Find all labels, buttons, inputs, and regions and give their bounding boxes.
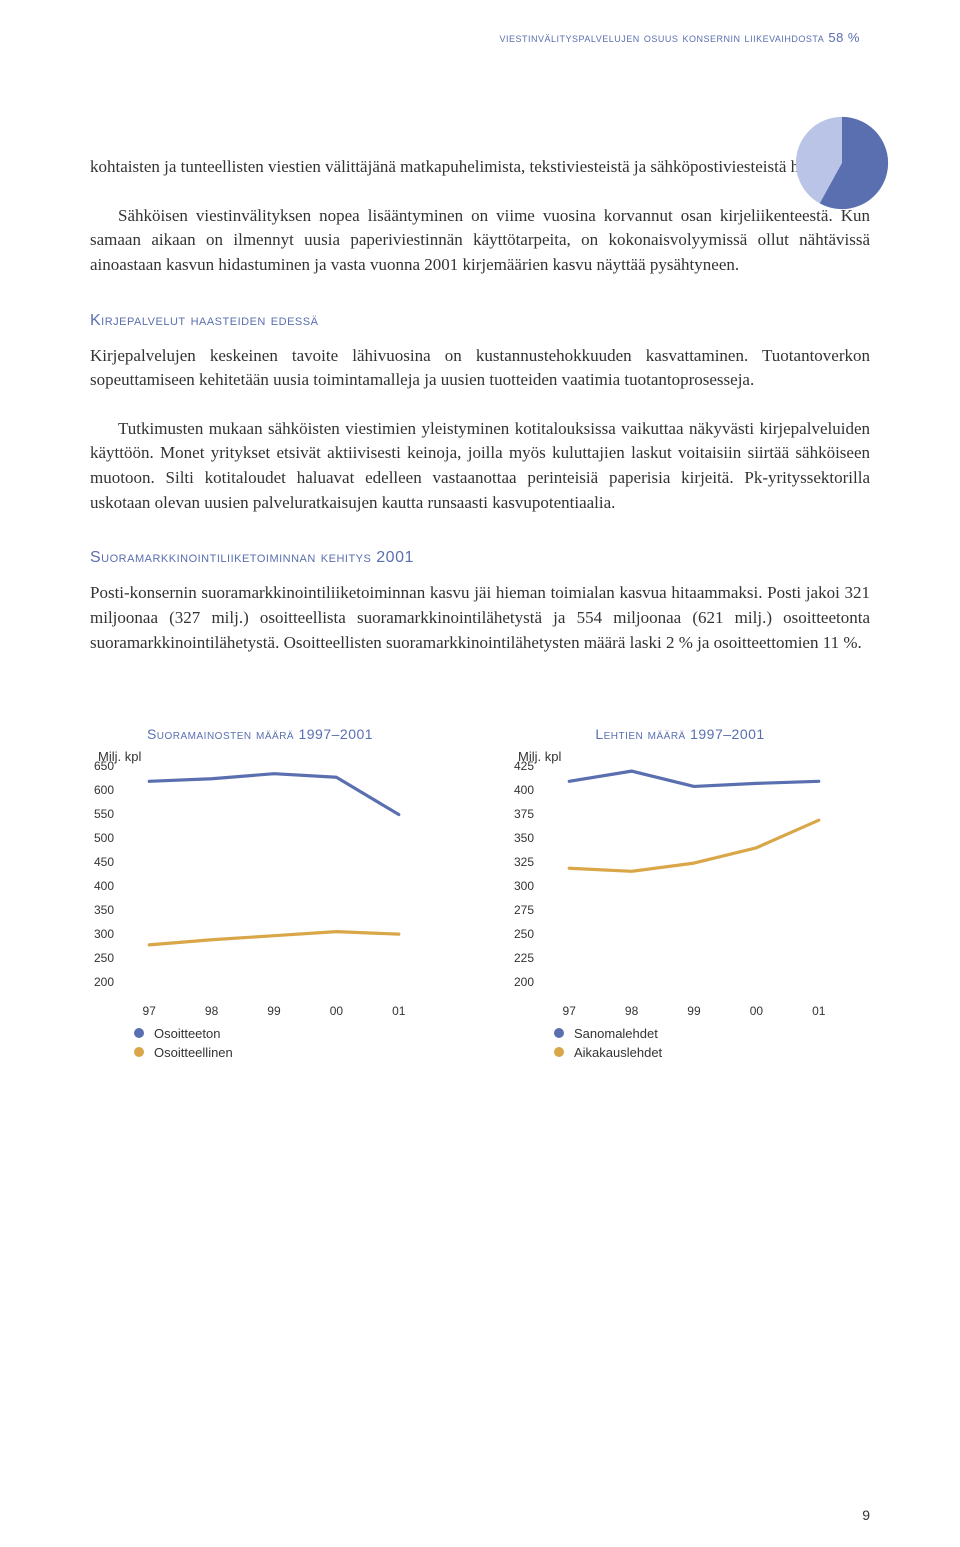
legend-dot-icon bbox=[554, 1047, 564, 1057]
legend-item: Osoitteeton bbox=[134, 1026, 430, 1041]
x-tick-label: 99 bbox=[687, 1004, 700, 1018]
legend-label: Osoitteeton bbox=[154, 1026, 221, 1041]
pie-chart bbox=[794, 115, 890, 216]
x-tick-label: 00 bbox=[750, 1004, 763, 1018]
y-tick-label: 275 bbox=[514, 903, 534, 917]
y-tick-label: 600 bbox=[94, 783, 114, 797]
x-tick-label: 01 bbox=[812, 1004, 825, 1018]
y-tick-label: 200 bbox=[514, 975, 534, 989]
y-tick-label: 375 bbox=[514, 807, 534, 821]
legend-dot-icon bbox=[554, 1028, 564, 1038]
y-tick-label: 300 bbox=[514, 879, 534, 893]
y-tick-label: 500 bbox=[94, 831, 114, 845]
y-tick-label: 250 bbox=[94, 951, 114, 965]
y-tick-label: 400 bbox=[94, 879, 114, 893]
page-number: 9 bbox=[862, 1507, 870, 1523]
y-tick-label: 350 bbox=[94, 903, 114, 917]
x-tick-label: 01 bbox=[392, 1004, 405, 1018]
y-tick-label: 200 bbox=[94, 975, 114, 989]
legend-dot-icon bbox=[134, 1028, 144, 1038]
y-tick-label: 400 bbox=[514, 783, 534, 797]
y-tick-label: 325 bbox=[514, 855, 534, 869]
section-heading-suoramarkkinointi: Suoramarkkinointiliiketoiminnan kehitys … bbox=[90, 549, 870, 567]
y-tick-label: 550 bbox=[94, 807, 114, 821]
legend-label: Osoitteellinen bbox=[154, 1045, 233, 1060]
body-paragraph-2: Sähköisen viestinvälityksen nopea lisään… bbox=[90, 204, 870, 278]
x-tick-label: 98 bbox=[205, 1004, 218, 1018]
legend-dot-icon bbox=[134, 1047, 144, 1057]
body-paragraph-1: kohtaisten ja tunteellisten viestien väl… bbox=[90, 155, 870, 180]
y-tick-label: 300 bbox=[94, 927, 114, 941]
legend-label: Sanomalehdet bbox=[574, 1026, 658, 1041]
chart-unit: Milj. kpl bbox=[98, 749, 430, 764]
chart-title: Lehtien määrä 1997–2001 bbox=[510, 725, 850, 745]
body-paragraph-4: Tutkimusten mukaan sähköisten viestimien… bbox=[90, 417, 870, 516]
x-tick-label: 99 bbox=[267, 1004, 280, 1018]
page-header: viestinvälityspalvelujen osuus konsernin… bbox=[90, 30, 870, 45]
legend-label: Aikakauslehdet bbox=[574, 1045, 662, 1060]
chart-unit: Milj. kpl bbox=[518, 749, 850, 764]
legend-item: Sanomalehdet bbox=[554, 1026, 850, 1041]
body-paragraph-5: Posti-konsernin suoramarkkinointiliiketo… bbox=[90, 581, 870, 655]
y-tick-label: 350 bbox=[514, 831, 534, 845]
chart-title: Suoramainosten määrä 1997–2001 bbox=[90, 725, 430, 745]
x-tick-label: 98 bbox=[625, 1004, 638, 1018]
y-tick-label: 425 bbox=[514, 759, 534, 773]
x-tick-label: 00 bbox=[330, 1004, 343, 1018]
y-tick-label: 225 bbox=[514, 951, 534, 965]
legend-item: Osoitteellinen bbox=[134, 1045, 430, 1060]
y-tick-label: 450 bbox=[94, 855, 114, 869]
legend-item: Aikakauslehdet bbox=[554, 1045, 850, 1060]
x-tick-label: 97 bbox=[563, 1004, 576, 1018]
y-tick-label: 250 bbox=[514, 927, 534, 941]
section-heading-kirjepalvelut: Kirjepalvelut haasteiden edessä bbox=[90, 312, 870, 330]
y-tick-label: 650 bbox=[94, 759, 114, 773]
chart-lehtien: Lehtien määrä 1997–2001 Milj. kpl 200 225… bbox=[510, 725, 850, 1064]
body-paragraph-3: Kirjepalvelujen keskeinen tavoite lähivu… bbox=[90, 344, 870, 393]
chart-suoramainosten: Suoramainosten määrä 1997–2001 Milj. kpl… bbox=[90, 725, 430, 1064]
x-tick-label: 97 bbox=[143, 1004, 156, 1018]
